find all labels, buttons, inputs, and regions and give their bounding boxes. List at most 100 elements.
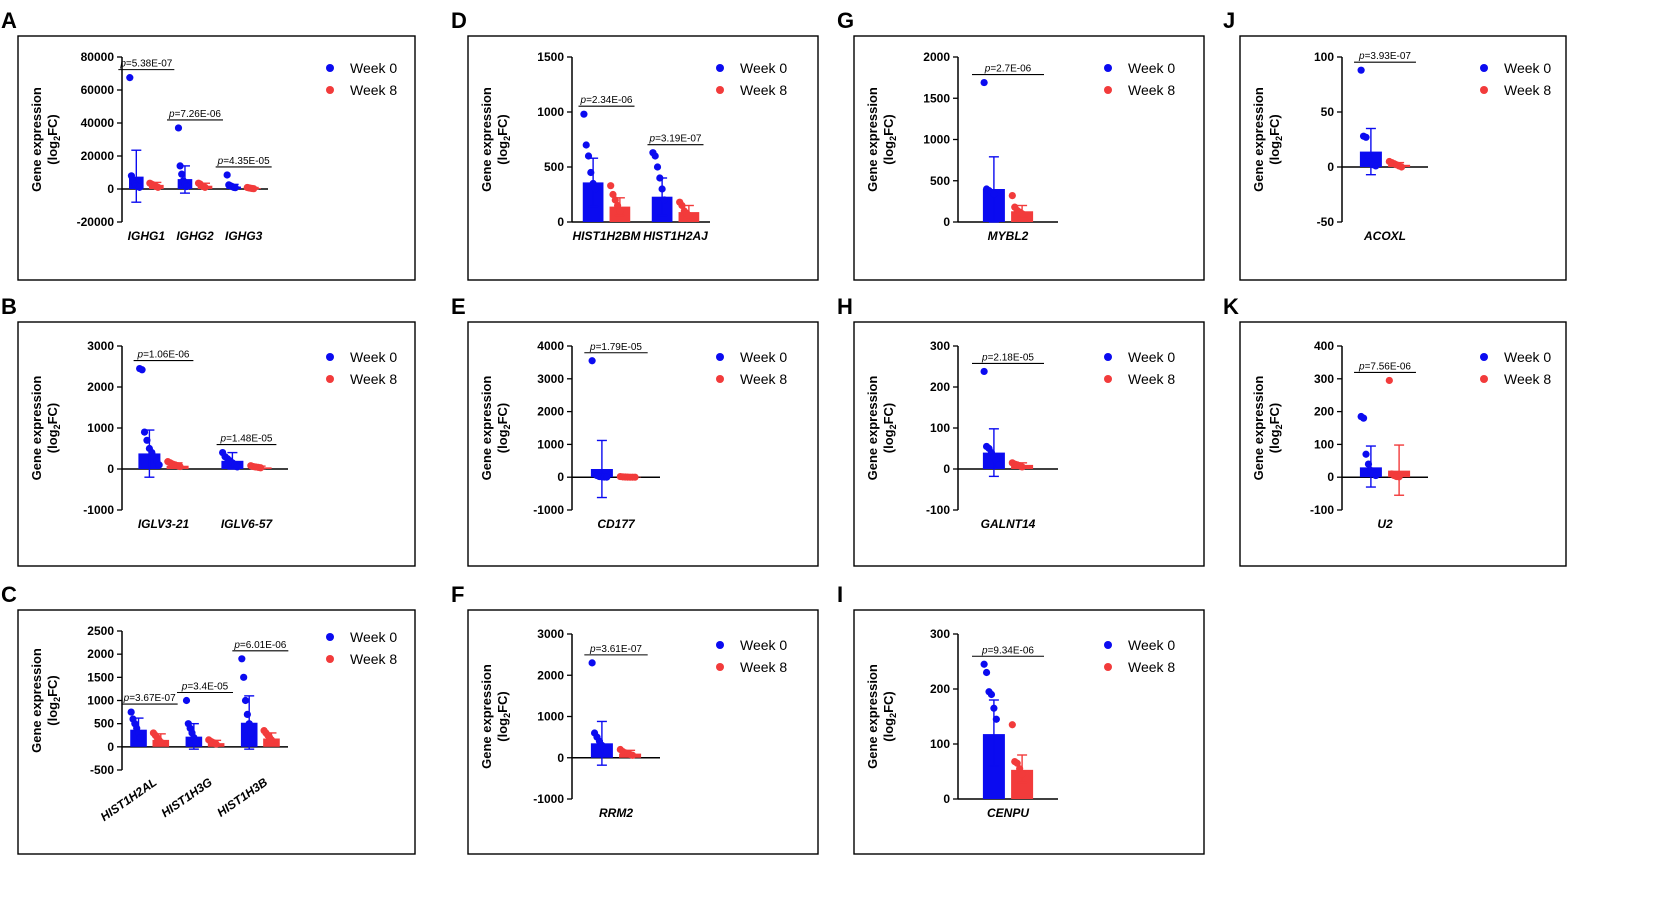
data-point <box>980 660 988 668</box>
data-point <box>658 185 666 193</box>
panel-frame <box>467 35 819 281</box>
legend-marker-week8 <box>716 86 724 94</box>
legend-label: Week 0 <box>1128 637 1175 653</box>
category-label: HIST1H2AL <box>98 775 160 824</box>
category-label: IGHG3 <box>225 229 263 243</box>
p-value-label: p=3.19E-07 <box>649 134 702 145</box>
legend-marker-week8 <box>1104 86 1112 94</box>
y-axis-label-unit: (log2FC) <box>881 114 898 165</box>
panel-letter: A <box>1 8 17 33</box>
panel-frame <box>467 321 819 567</box>
data-point <box>580 110 588 118</box>
y-tick-label: 0 <box>943 462 950 476</box>
y-axis-label-unit: (log2FC) <box>881 691 898 742</box>
data-point <box>628 751 637 759</box>
y-axis-label-unit: (log2FC) <box>45 675 62 726</box>
panel-c: C -500 0 500 1000 1500 2000 2500 Gene expression… <box>1 582 416 855</box>
data-point <box>140 428 149 436</box>
category-label: IGHG1 <box>128 229 166 243</box>
p-value-label: p=7.56E-06 <box>1358 361 1411 372</box>
data-point <box>143 436 151 444</box>
panel-h: H -100 0 100 200 300 Gene expression (log2FC) GA… <box>837 294 1205 567</box>
p-value-label: p=1.48E-05 <box>220 434 273 445</box>
y-tick-label: 3000 <box>537 627 564 641</box>
y-axis-label-unit: (log2FC) <box>881 403 898 454</box>
data-point <box>257 464 265 472</box>
y-tick-label: 0 <box>107 740 114 754</box>
y-tick-label: 200 <box>930 380 950 394</box>
y-tick-label: 0 <box>557 215 564 229</box>
y-tick-label: 100 <box>930 421 950 435</box>
y-tick-label: 50 <box>1321 105 1335 119</box>
y-tick-label: 20000 <box>81 149 115 163</box>
data-point <box>1372 162 1380 170</box>
y-axis-label: Gene expression <box>29 87 44 192</box>
legend-label: Week 8 <box>1128 659 1175 675</box>
panel-frame <box>1239 35 1567 281</box>
panel-letter: I <box>837 582 843 607</box>
data-point <box>980 78 988 87</box>
data-point <box>1013 759 1021 767</box>
category-label: HIST1H2BM <box>572 229 641 243</box>
data-point <box>233 463 241 471</box>
panel-frame <box>1239 321 1567 567</box>
y-tick-label: 1000 <box>87 694 114 708</box>
p-value-label: p=7.26E-06 <box>168 109 221 120</box>
p-value-label: p=6.01E-06 <box>233 640 286 651</box>
data-point <box>174 124 183 132</box>
data-point <box>176 162 184 170</box>
legend-marker-week8 <box>1480 375 1488 383</box>
data-point <box>212 740 220 748</box>
category-label: U2 <box>1377 517 1393 531</box>
p-value-label: p=9.34E-06 <box>981 645 1034 656</box>
panel-frame <box>17 35 416 281</box>
data-point <box>992 715 1000 723</box>
data-point <box>656 174 664 182</box>
legend-marker-week0 <box>1104 641 1112 649</box>
panel-g: G 0 500 1000 1500 2000 Gene expression (log2FC)… <box>837 8 1205 281</box>
panel-b: B -1000 0 1000 2000 3000 Gene expression (log2F… <box>1 294 416 567</box>
data-point <box>1016 765 1024 773</box>
panel-frame <box>17 609 416 855</box>
y-axis-label-unit: (log2FC) <box>1267 114 1284 165</box>
y-tick-label: 100 <box>930 737 950 751</box>
y-tick-label: 300 <box>930 627 950 641</box>
legend-label: Week 8 <box>350 651 397 667</box>
data-point <box>653 163 662 171</box>
legend-label: Week 8 <box>1504 82 1551 98</box>
panel-letter: K <box>1223 294 1239 319</box>
legend-marker-week0 <box>326 633 334 641</box>
legend-label: Week 8 <box>1128 371 1175 387</box>
y-tick-label: 1500 <box>87 670 114 684</box>
y-tick-label: 1000 <box>537 710 564 724</box>
y-axis-label-unit: (log2FC) <box>45 114 62 165</box>
data-point <box>1359 414 1368 422</box>
legend-marker-week0 <box>1104 64 1112 72</box>
data-point <box>995 461 1003 469</box>
panel-i: I 0 100 200 300 Gene expression (log2FC) CENPU p… <box>837 582 1205 855</box>
p-value-label: p=3.67E-07 <box>123 693 176 704</box>
y-tick-label: 500 <box>544 160 564 174</box>
data-point <box>588 659 596 667</box>
panel-letter: C <box>1 582 17 607</box>
y-axis-label: Gene expression <box>865 376 880 481</box>
data-point <box>1364 460 1373 468</box>
category-label: IGLV6-57 <box>221 517 274 531</box>
data-point <box>1395 473 1403 481</box>
data-point <box>176 462 184 471</box>
data-point <box>651 152 659 160</box>
y-tick-label: 400 <box>1314 339 1334 353</box>
y-tick-label: 0 <box>1327 470 1334 484</box>
p-value-label: p=3.4E-05 <box>181 682 229 693</box>
legend-label: Week 8 <box>350 371 397 387</box>
y-axis-label: Gene expression <box>865 87 880 192</box>
panel-letter: G <box>837 8 854 33</box>
data-point <box>1018 770 1026 778</box>
y-axis-label: Gene expression <box>29 648 44 753</box>
legend-label: Week 8 <box>1504 371 1551 387</box>
data-point <box>245 720 253 728</box>
legend-label: Week 8 <box>740 82 787 98</box>
data-point <box>1372 471 1380 480</box>
legend-marker-week0 <box>716 353 724 361</box>
y-tick-label: 1000 <box>87 421 114 435</box>
